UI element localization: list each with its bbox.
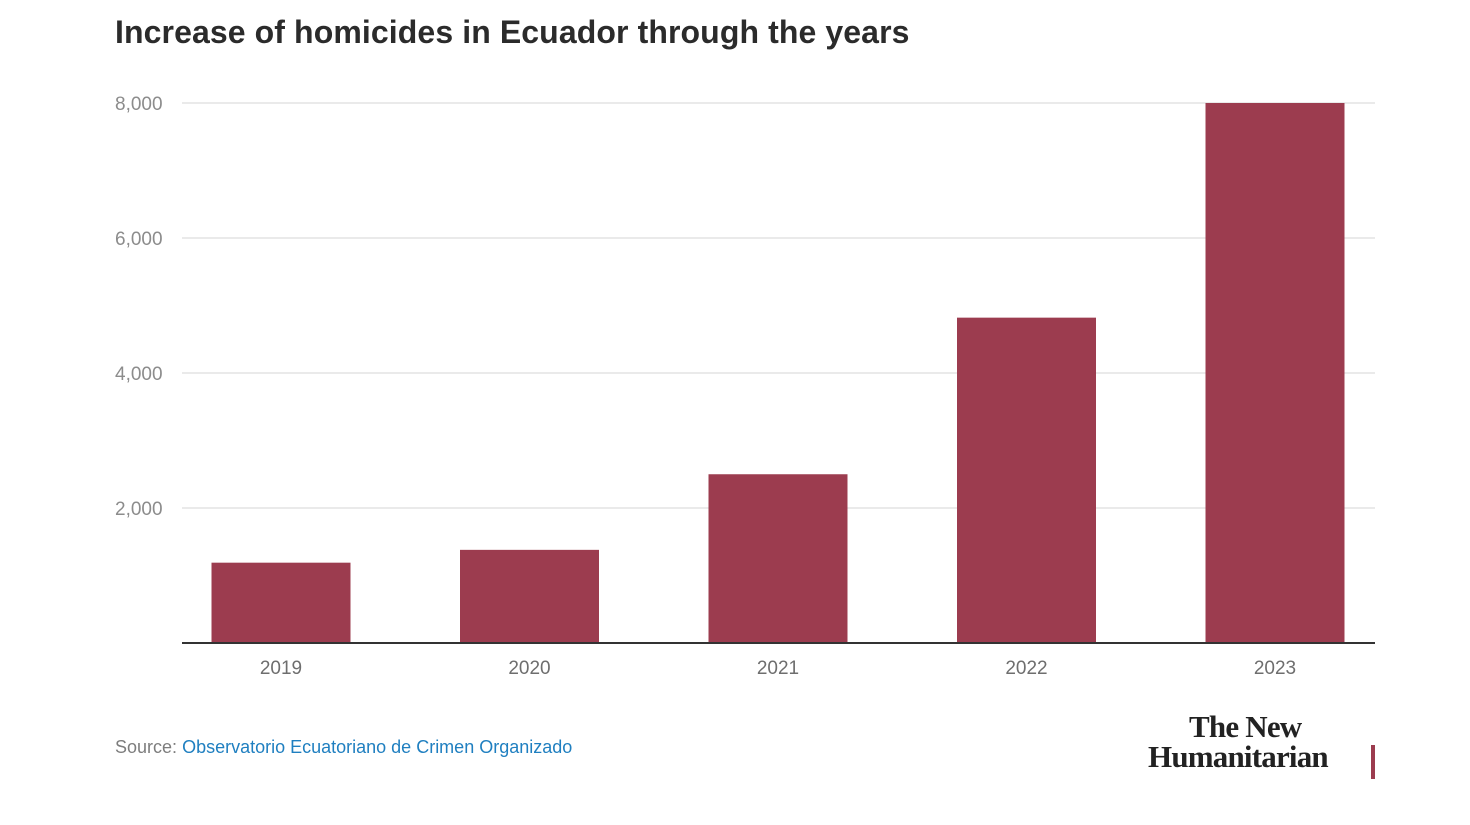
bar xyxy=(708,474,848,643)
brand-logo-line2: Humanitarian xyxy=(1148,739,1329,774)
source-link[interactable]: Observatorio Ecuatoriano de Crimen Organ… xyxy=(182,737,573,757)
y-tick-label: 6,000 xyxy=(115,229,163,250)
y-tick-label: 2,000 xyxy=(115,499,163,520)
brand-accent-bar xyxy=(1371,745,1375,779)
chart-title: Increase of homicides in Ecuador through… xyxy=(115,14,910,50)
brand-logo: The New Humanitarian xyxy=(1148,709,1329,774)
x-tick-label: 2019 xyxy=(260,658,302,679)
source-note: Source: Observatorio Ecuatoriano de Crim… xyxy=(115,737,572,758)
bar xyxy=(460,549,599,643)
x-axis-ticks: 2019 2020 2021 2022 2023 xyxy=(260,658,1296,679)
brand-logo-line1: The New xyxy=(1189,709,1302,744)
source-label: Source: xyxy=(115,737,178,757)
gridlines xyxy=(182,102,1375,509)
bar xyxy=(957,317,1096,643)
x-tick-label: 2023 xyxy=(1254,658,1296,679)
bar xyxy=(1205,103,1345,643)
x-tick-label: 2020 xyxy=(508,658,550,679)
x-tick-label: 2021 xyxy=(757,658,799,679)
y-tick-label: 4,000 xyxy=(115,364,163,385)
bar xyxy=(211,562,351,643)
bars xyxy=(211,103,1345,643)
y-tick-label: 8,000 xyxy=(115,94,163,115)
x-tick-label: 2022 xyxy=(1005,658,1047,679)
y-axis-ticks: 2,000 4,000 6,000 8,000 xyxy=(115,94,163,520)
